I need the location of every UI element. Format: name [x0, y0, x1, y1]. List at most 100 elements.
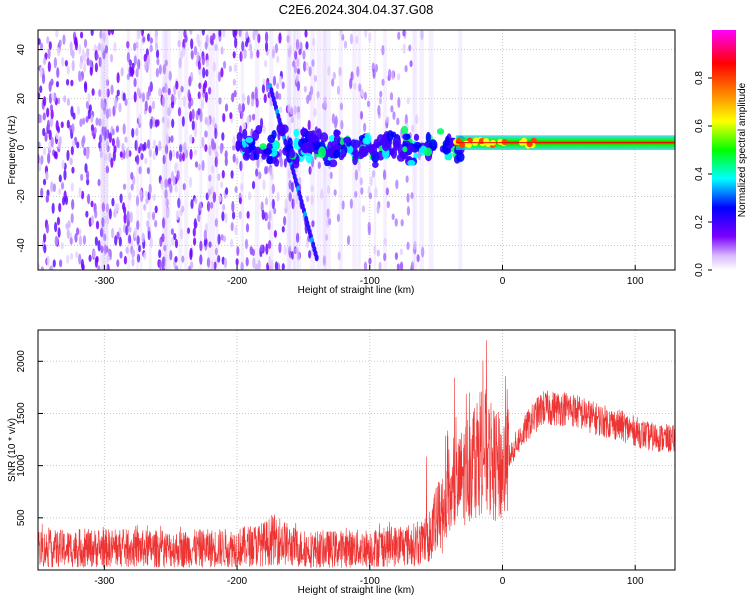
noise-blob [57, 141, 62, 150]
colorbar-ticks: 0.0 0.2 0.4 0.6 0.8 [694, 71, 712, 277]
noise-blob [163, 244, 167, 252]
noise-blob [421, 246, 425, 258]
noise-blob [383, 237, 387, 246]
y-tick-label: -20 [16, 189, 27, 204]
noise-blob [287, 47, 291, 58]
spectrogram-x-ticks: -300 -200 -100 0 100 [94, 265, 644, 287]
y-tick-label: -40 [16, 238, 27, 253]
noise-blob [190, 199, 194, 210]
noise-blob [256, 49, 260, 59]
noise-blob [146, 33, 151, 42]
noise-blob [220, 46, 224, 55]
noise-blob [196, 51, 200, 63]
band-blob [328, 159, 338, 168]
noise-streak [149, 30, 152, 270]
noise-blob [99, 30, 103, 39]
band-blob [266, 155, 273, 164]
noise-blob [158, 249, 162, 259]
noise-blob [235, 258, 239, 266]
noise-blob [61, 160, 65, 170]
noise-blob [191, 108, 195, 121]
noise-blob [212, 191, 216, 203]
band-blob [244, 148, 250, 160]
noise-blob [232, 153, 236, 163]
noise-blob [184, 34, 188, 43]
noise-blob [55, 131, 59, 140]
noise-blob [265, 212, 269, 222]
noise-blob [224, 212, 228, 224]
noise-blob [312, 38, 316, 46]
noise-blob [284, 198, 288, 210]
noise-blob [78, 228, 82, 236]
snr-x-label: Height of straight line (km) [298, 585, 415, 596]
noise-blob [391, 213, 395, 221]
noise-blob [71, 49, 75, 59]
noise-blob [374, 186, 378, 198]
noise-blob [235, 157, 239, 165]
noise-blob [128, 59, 132, 67]
noise-blob [167, 87, 171, 96]
noise-blob [363, 122, 367, 133]
band-blob [392, 136, 402, 148]
noise-blob [47, 152, 51, 164]
noise-blob [263, 93, 267, 104]
noise-blob [148, 148, 152, 158]
noise-blob [136, 253, 141, 263]
noise-blob [60, 242, 64, 250]
noise-blob [364, 30, 368, 38]
noise-blob [90, 114, 94, 123]
noise-blob [65, 223, 69, 230]
noise-blob [139, 188, 143, 198]
noise-blob [379, 90, 383, 98]
noise-blob [298, 48, 302, 56]
noise-blob [168, 177, 172, 185]
noise-blob [256, 157, 260, 169]
noise-blob [188, 176, 193, 188]
noise-blob [222, 203, 226, 211]
noise-blob [42, 178, 47, 186]
noise-blob [131, 257, 135, 267]
noise-blob [197, 213, 201, 223]
noise-blob [143, 141, 147, 151]
noise-blob [251, 248, 256, 257]
noise-blob [196, 33, 200, 44]
noise-blob [283, 215, 287, 226]
noise-blob [281, 81, 285, 90]
noise-blob [377, 104, 381, 116]
noise-blob [116, 259, 120, 268]
noise-blob [395, 179, 399, 190]
noise-blob [399, 261, 404, 270]
noise-blob [148, 105, 152, 114]
band-blob [328, 147, 335, 159]
snr-background [38, 330, 675, 570]
noise-streak [178, 30, 183, 270]
noise-blob [133, 42, 137, 52]
noise-blob [262, 125, 266, 134]
noise-blob [267, 91, 271, 99]
noise-blob [130, 172, 134, 180]
noise-blob [136, 220, 140, 231]
noise-blob [50, 264, 54, 270]
noise-blob [181, 152, 186, 162]
noise-blob [121, 142, 125, 154]
noise-blob [151, 100, 156, 110]
noise-blob [268, 210, 272, 222]
colorbar-label: Normalized spectral amplitude [737, 82, 748, 217]
noise-blob [245, 223, 250, 233]
band-blob [381, 141, 390, 152]
noise-blob [47, 48, 51, 60]
noise-blob [170, 135, 174, 143]
noise-blob [70, 182, 74, 192]
noise-blob [193, 45, 198, 56]
noise-blob [296, 105, 301, 115]
noise-blob [173, 232, 177, 241]
noise-blob [158, 140, 162, 152]
noise-blob [269, 166, 273, 176]
noise-blob [232, 78, 236, 86]
noise-blob [103, 126, 107, 138]
noise-blob [102, 49, 106, 60]
noise-blob [114, 203, 118, 215]
noise-blob [264, 166, 268, 175]
noise-blob [43, 244, 47, 254]
